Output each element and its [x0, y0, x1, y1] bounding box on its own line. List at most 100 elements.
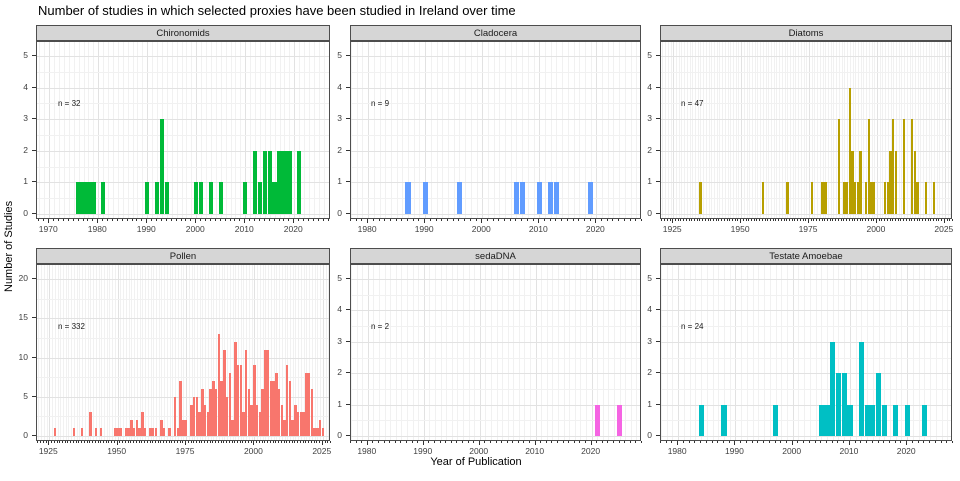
bar-2018 — [302, 412, 305, 436]
gridline-x-minor — [136, 265, 138, 440]
y-tick — [32, 86, 36, 88]
y-tick-label: 0 — [647, 430, 652, 440]
facet-strip-label: Cladocera — [473, 27, 518, 39]
x-tick-minor — [122, 441, 124, 443]
gridline-x-minor — [169, 265, 171, 440]
x-tick-minor — [940, 441, 942, 443]
y-tick-label: 4 — [647, 81, 652, 92]
gridline-x-minor — [63, 42, 65, 218]
x-tick-minor — [105, 441, 107, 443]
gridline-y-minor — [661, 166, 951, 168]
y-tick — [346, 340, 350, 342]
x-tick-minor — [780, 219, 782, 221]
x-tick-minor — [780, 441, 782, 443]
x-tick-minor — [97, 441, 99, 443]
x-tick-minor — [835, 219, 837, 221]
x-tick-minor — [389, 219, 391, 221]
gridline-x-minor — [125, 265, 127, 440]
bar-2018 — [924, 182, 928, 214]
bar-1994 — [164, 182, 170, 214]
bar-2016 — [881, 404, 887, 436]
gridline-x-minor — [754, 42, 756, 218]
x-tick-minor — [389, 441, 391, 443]
x-tick-major — [321, 441, 323, 445]
x-tick-minor — [821, 219, 823, 221]
x-tick-minor — [873, 219, 875, 221]
gridline-x-minor — [490, 265, 492, 440]
bar-1986 — [214, 388, 218, 436]
x-tick-minor — [618, 441, 620, 443]
gridline-y-minor — [351, 135, 640, 136]
x-tick-minor — [383, 441, 385, 443]
gridline-x-minor — [470, 42, 472, 218]
gridline-x-minor — [434, 265, 436, 440]
y-tick-label: 0 — [647, 208, 652, 218]
gridline-x-minor — [210, 265, 212, 440]
x-tick-minor — [182, 441, 184, 443]
x-tick-minor — [707, 219, 709, 221]
x-tick-label: 2020 — [283, 224, 303, 234]
gridline-x-minor — [752, 265, 754, 440]
bar-2006 — [824, 404, 830, 436]
y-tick — [32, 435, 36, 436]
x-tick-minor — [226, 441, 228, 443]
gridline-x-minor — [499, 42, 501, 218]
gridline-x-minor — [901, 265, 903, 440]
gridline-x-minor — [914, 42, 916, 218]
x-tick-minor — [53, 219, 55, 221]
y-tick-label: 10 — [18, 351, 28, 362]
gridline-x-minor — [127, 42, 129, 218]
gridline-x-minor — [730, 42, 732, 218]
gridline-x-minor — [552, 265, 554, 440]
gridline-x-minor — [923, 42, 925, 218]
gridline-x-minor — [356, 42, 358, 218]
gridline-x-minor — [713, 42, 715, 218]
x-tick-minor — [664, 219, 666, 221]
x-tick-major — [366, 441, 368, 445]
bar-2001 — [255, 404, 259, 436]
x-tick-major — [672, 219, 674, 223]
gridline-x-minor — [43, 265, 45, 440]
bar-1978 — [86, 182, 91, 214]
bar-2014 — [262, 150, 268, 214]
bar-2010 — [847, 404, 853, 436]
bar-2014 — [870, 404, 876, 436]
gridline-x-minor — [694, 42, 696, 218]
gridline-x-minor — [373, 265, 375, 440]
gridline-x-minor — [563, 265, 565, 440]
x-tick-minor — [624, 441, 626, 443]
gridline-x-minor — [465, 42, 467, 218]
gridline-y-major — [37, 119, 329, 121]
x-tick-minor — [740, 441, 742, 443]
x-tick-minor — [851, 219, 853, 221]
gridline-x-minor — [661, 265, 662, 440]
gridline-x-minor — [142, 265, 144, 440]
gridline-x-minor — [385, 42, 387, 218]
x-tick-minor — [193, 441, 195, 443]
gridline-x-minor — [88, 42, 90, 218]
gridline-x-major — [368, 42, 370, 218]
y-tick-label: 3 — [337, 113, 342, 124]
x-tick-minor — [734, 219, 736, 221]
x-tick-minor — [881, 219, 883, 221]
x-tick-major — [185, 441, 187, 445]
gridline-x-minor — [210, 42, 212, 218]
gridline-x-minor — [183, 265, 185, 440]
x-tick-minor — [400, 441, 402, 443]
y-tick — [346, 86, 350, 88]
gridline-x-minor — [769, 265, 771, 440]
x-tick-major — [595, 219, 597, 223]
x-tick-minor — [269, 441, 271, 443]
gridline-y-major — [351, 87, 640, 89]
x-tick-minor — [242, 441, 244, 443]
gridline-x-minor — [833, 42, 835, 218]
x-tick-minor — [751, 219, 752, 221]
bar-2004 — [886, 182, 890, 214]
bar-1993 — [234, 341, 237, 436]
y-tick-label: 4 — [337, 81, 342, 92]
x-tick-minor — [555, 219, 557, 221]
gridline-x-minor — [800, 42, 802, 218]
gridline-x-minor — [468, 265, 470, 440]
y-tick-label: 1 — [647, 176, 652, 187]
gridline-x-minor — [68, 265, 70, 440]
